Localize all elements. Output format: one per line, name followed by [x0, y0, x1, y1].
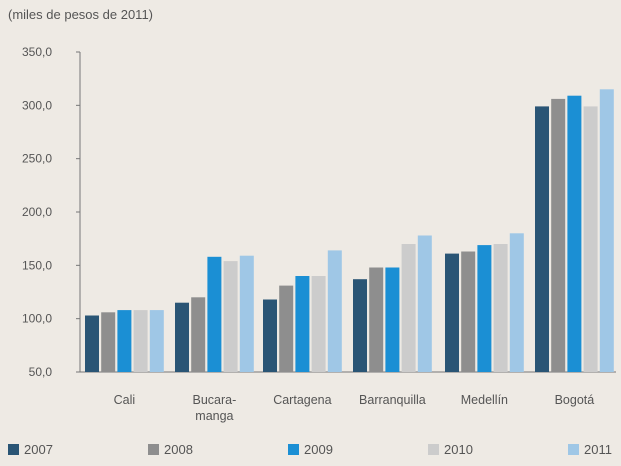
- bar: [191, 297, 206, 372]
- category-label: Cartagena: [273, 393, 331, 407]
- bar: [207, 256, 222, 372]
- y-tick-label: 200,0: [22, 205, 52, 219]
- bar: [385, 267, 400, 372]
- bar: [509, 233, 524, 372]
- y-tick-label: 300,0: [22, 98, 52, 112]
- legend-label: 2008: [164, 442, 193, 457]
- y-tick-label: 100,0: [22, 312, 52, 326]
- legend-label: 2010: [444, 442, 473, 457]
- bar: [567, 95, 582, 372]
- bar: [279, 285, 294, 372]
- y-tick-label: 150,0: [22, 258, 52, 272]
- y-tick-label: 250,0: [22, 152, 52, 166]
- bar: [551, 98, 566, 373]
- bar: [401, 244, 416, 372]
- bar: [461, 251, 476, 372]
- legend-swatch: [148, 444, 159, 455]
- y-tick-label: 350,0: [22, 45, 52, 59]
- bar: [311, 276, 326, 372]
- category-label: Cali: [114, 393, 136, 407]
- bar: [353, 279, 367, 372]
- category-labels: Cali Bucara-manga Cartagena Barranquilla Med…: [114, 393, 595, 423]
- y-tick-label: 50,0: [29, 365, 53, 379]
- bar: [327, 250, 342, 372]
- bar: [599, 89, 614, 373]
- legend-swatch: [428, 444, 439, 455]
- category-label: Barranquilla: [359, 393, 426, 407]
- category-label: Bucara-manga: [193, 393, 237, 423]
- legend-swatch: [568, 444, 579, 455]
- bar: [583, 106, 598, 373]
- chart-axes: 50,0 100,0 150,0 200,0 250,0 300,0 350,0: [22, 45, 616, 379]
- bar: [369, 267, 384, 372]
- legend-swatch: [8, 444, 19, 455]
- bar: [263, 299, 277, 372]
- bar: [101, 312, 116, 372]
- bar: [117, 310, 132, 372]
- legend-swatch: [288, 444, 299, 455]
- category-label: Medellín: [461, 393, 508, 407]
- bar: [477, 245, 492, 372]
- bar: [239, 255, 254, 372]
- bar: [295, 276, 310, 372]
- chart-legend: 2007 2008 2009 2010 2011: [8, 442, 612, 457]
- bar: [417, 235, 432, 372]
- bar: [149, 310, 164, 372]
- bar: [535, 106, 549, 373]
- bar: [493, 244, 508, 372]
- legend-label: 2011: [584, 442, 612, 457]
- category-label: Bogotá: [555, 393, 595, 407]
- bar: [133, 310, 148, 372]
- bar: [175, 302, 189, 372]
- bar: [223, 261, 238, 372]
- bar: [85, 315, 99, 372]
- legend-label: 2009: [304, 442, 333, 457]
- chart-bars: [85, 89, 614, 373]
- bar: [445, 253, 459, 372]
- legend-label: 2007: [24, 442, 53, 457]
- chart-subtitle: (miles de pesos de 2011): [8, 7, 153, 22]
